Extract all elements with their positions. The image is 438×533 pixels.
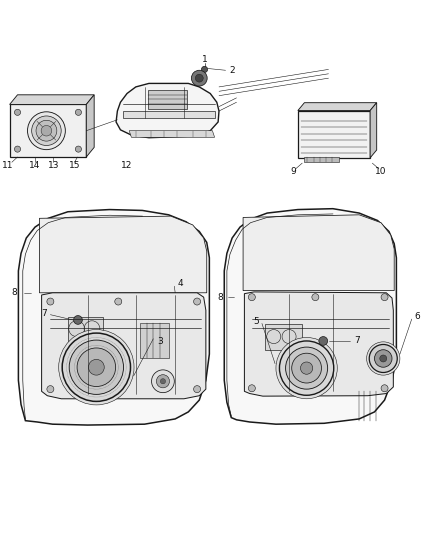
Circle shape [300,362,313,374]
Polygon shape [370,103,377,158]
Polygon shape [243,215,394,290]
Polygon shape [18,209,209,425]
Text: 8: 8 [218,293,223,302]
Polygon shape [298,103,377,110]
Text: 5: 5 [254,317,259,326]
Circle shape [191,70,207,86]
Polygon shape [224,209,396,424]
Text: 4: 4 [177,279,183,288]
Circle shape [312,385,319,392]
Polygon shape [39,216,207,293]
Text: 3: 3 [157,337,162,346]
Bar [140,324,169,359]
Circle shape [47,386,54,393]
Text: 13: 13 [48,161,59,170]
Text: 1: 1 [201,55,208,64]
Circle shape [75,109,81,115]
Circle shape [36,120,57,141]
Polygon shape [123,111,215,118]
Text: 11: 11 [2,161,13,170]
Circle shape [381,385,388,392]
Text: 10: 10 [375,167,387,176]
Circle shape [75,146,81,152]
Polygon shape [42,293,206,399]
Circle shape [276,337,337,399]
Circle shape [248,294,255,301]
Circle shape [77,348,116,386]
Circle shape [152,370,174,393]
Text: 15: 15 [69,161,80,170]
Bar [298,110,370,158]
Circle shape [115,298,122,305]
Circle shape [59,329,134,405]
Circle shape [319,336,328,345]
Polygon shape [244,292,393,396]
Circle shape [156,375,170,388]
Text: 7: 7 [42,309,47,318]
Circle shape [367,342,400,375]
Polygon shape [129,131,215,138]
Bar [304,157,339,162]
Circle shape [374,350,392,367]
Bar [265,324,302,350]
Circle shape [292,353,321,383]
Bar [68,317,103,341]
Circle shape [115,386,122,393]
Circle shape [380,355,387,362]
Polygon shape [10,95,94,104]
Circle shape [160,378,166,384]
Circle shape [62,333,131,401]
Circle shape [195,74,203,82]
Circle shape [279,341,334,395]
Circle shape [14,146,21,152]
Circle shape [14,109,21,115]
Bar [10,104,86,157]
Circle shape [28,112,65,150]
Circle shape [369,344,397,373]
Bar [148,91,187,109]
Circle shape [194,386,201,393]
Polygon shape [86,95,94,157]
Text: 6: 6 [414,312,420,321]
Circle shape [32,116,61,146]
Text: 7: 7 [354,336,360,345]
Circle shape [69,340,124,394]
Circle shape [312,294,319,301]
Text: 12: 12 [121,161,133,170]
Circle shape [47,298,54,305]
Circle shape [286,347,328,389]
Circle shape [74,316,82,324]
Circle shape [41,125,52,136]
Text: 8: 8 [12,288,18,297]
Polygon shape [116,84,219,138]
Circle shape [248,385,255,392]
Circle shape [381,294,388,301]
Circle shape [201,66,208,72]
Text: 9: 9 [290,167,297,176]
Circle shape [194,298,201,305]
Text: 14: 14 [29,161,41,170]
Text: 2: 2 [229,66,235,75]
Circle shape [88,359,104,375]
